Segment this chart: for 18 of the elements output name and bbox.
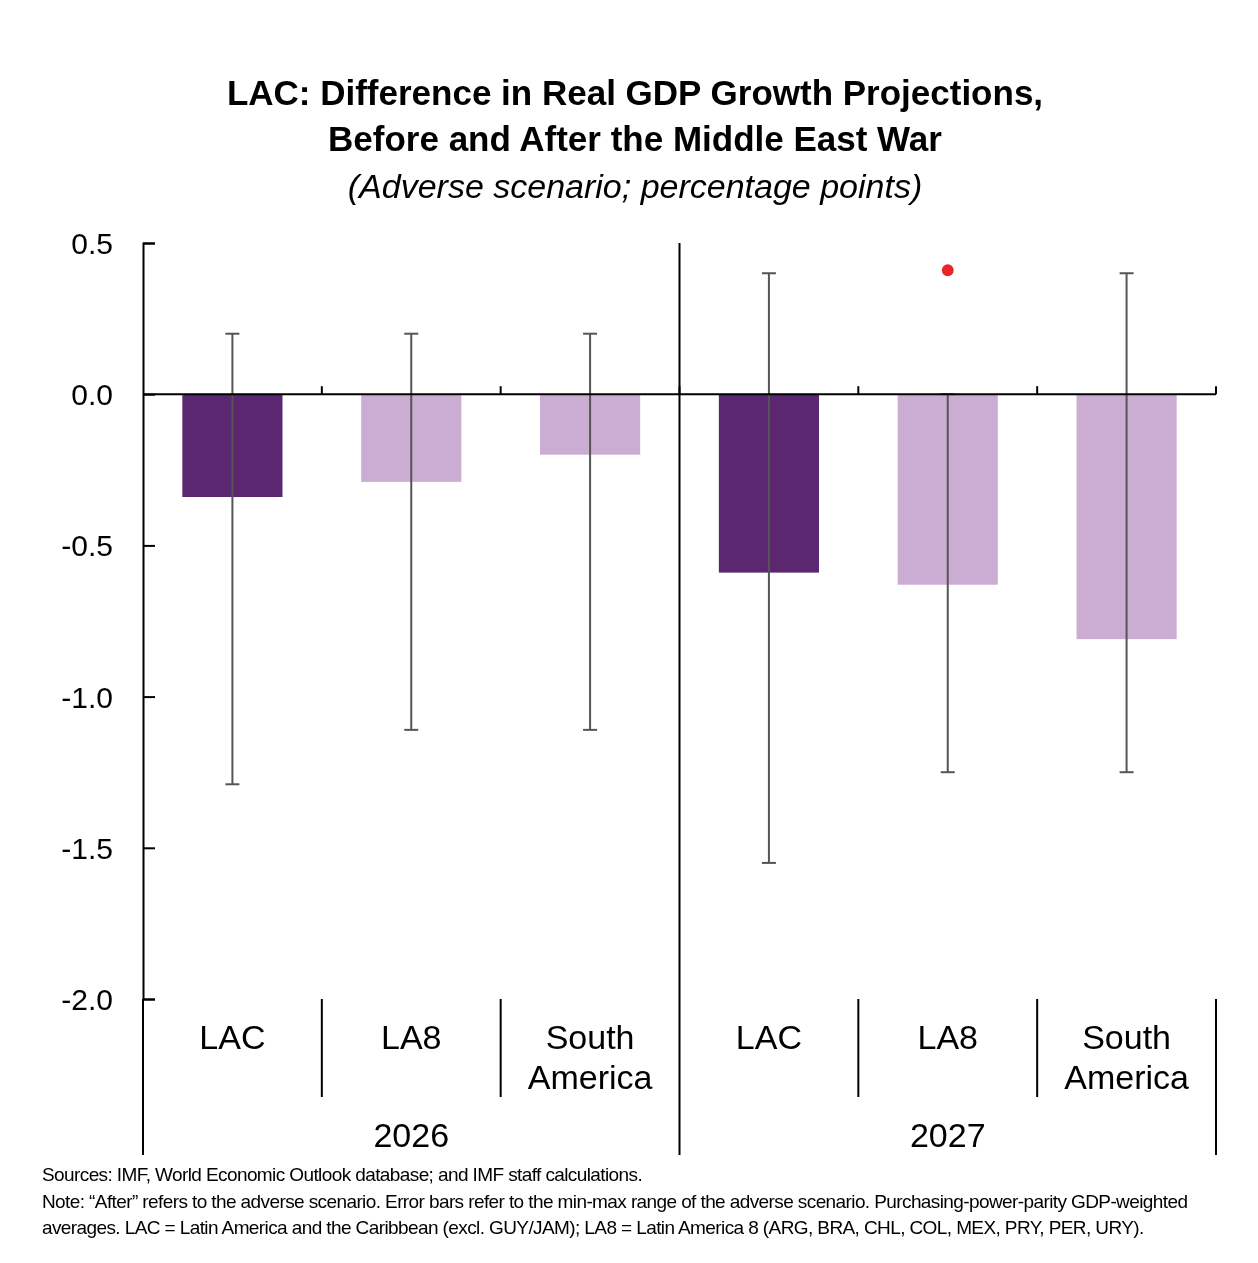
y-tick-label: 0.5 <box>71 227 113 260</box>
text: Note: “After” refers to the adverse scenario. Error bars refer to the min-max range of the adverse scenario. Purchasing-power-parity GDP-weighted averages. LAC = Latin America and the Caribbean (excl. GUY/JAM); LA8 = Latin America 8 (ARG, BRA, CHL, COL, MEX, PRY, PER, URY). <box>42 1189 1189 1240</box>
y-tick-label: -1.0 <box>61 680 113 714</box>
text: 2027 <box>909 1116 986 1154</box>
y-tick-label: -1.5 <box>61 831 113 865</box>
chart-subtitle: (Adverse scenario; percentage points) <box>347 167 923 205</box>
source-note: Sources: IMF, World Economic Outlook database; and IMF staff calculations. <box>42 1163 644 1187</box>
x-tick-label: South America <box>527 1018 653 1096</box>
text: 2026 <box>373 1116 450 1154</box>
x-tick-label: LAC <box>735 1018 802 1056</box>
y-tick-label: 0.0 <box>71 378 113 412</box>
chart-title: LAC: Difference in Real GDP Growth Projections, Before and After the Middle East War <box>226 73 1044 158</box>
x-tick-label: LAC <box>199 1018 266 1056</box>
x-tick-label: South America <box>1064 1018 1190 1096</box>
y-tick-label: -0.5 <box>61 529 113 563</box>
x-tick-label: LA8 <box>917 1018 978 1056</box>
y-tick-label: -2.0 <box>61 983 113 1016</box>
x-tick-label: LA8 <box>381 1018 442 1056</box>
